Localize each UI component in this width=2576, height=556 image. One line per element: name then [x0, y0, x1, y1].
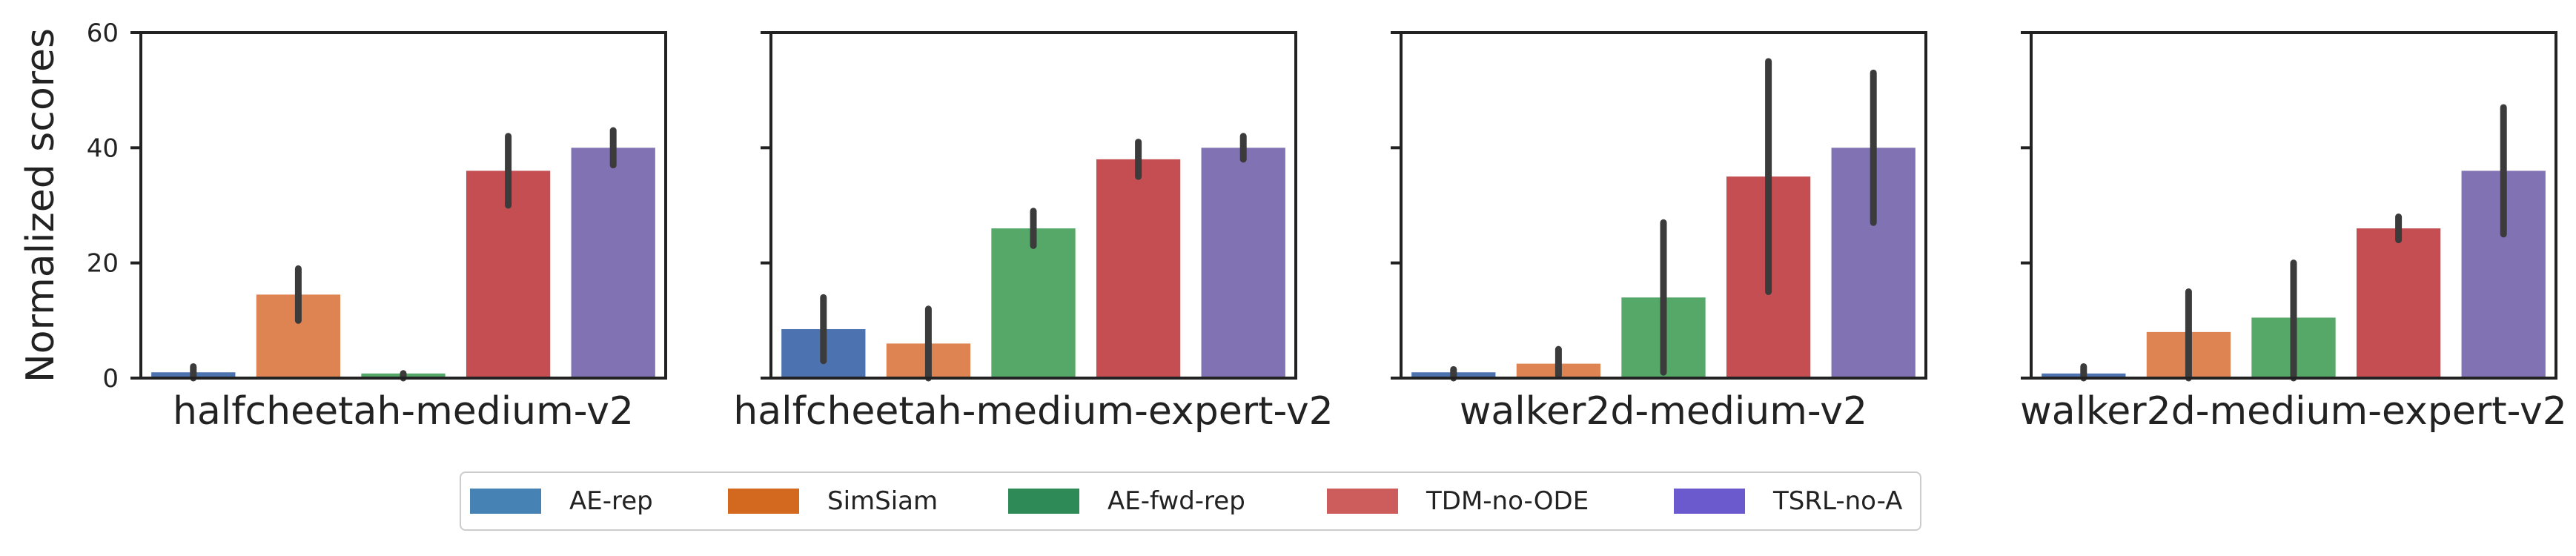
legend-label-tdm-no-ode: TDM-no-ODE: [1426, 486, 1589, 516]
bar-walker2d-medium-expert-v2-tdm-no-ode: [2356, 228, 2441, 378]
bar-halfcheetah-medium-expert-v2-ae-fwd-rep: [991, 228, 1076, 378]
axes-frame-halfcheetah-medium-v2: [139, 31, 667, 380]
panel-title-walker2d-medium-v2: walker2d-medium-v2: [1460, 389, 1867, 434]
legend-label-ae-rep: AE-rep: [569, 486, 653, 516]
bar-halfcheetah-medium-expert-v2-tdm-no-ode: [1096, 159, 1181, 378]
legend-label-tsrl-no-a: TSRL-no-A: [1773, 486, 1903, 516]
legend: AE-rep SimSiam AE-fwd-rep TDM-no-ODE TSR…: [460, 471, 1921, 531]
legend-label-ae-fwd-rep: AE-fwd-rep: [1107, 486, 1245, 516]
legend-swatch-simsiam: [728, 489, 799, 514]
legend-item-simsiam: SimSiam: [728, 473, 938, 529]
ytick-label-40: 40: [87, 133, 119, 163]
legend-swatch-tdm-no-ode: [1327, 489, 1398, 514]
axes-frame-walker2d-medium-v2: [1400, 31, 1927, 380]
bar-halfcheetah-medium-v2-tsrl-no-a: [571, 148, 655, 379]
ytick-label-0: 0: [102, 364, 119, 394]
panel-title-walker2d-medium-expert-v2: walker2d-medium-expert-v2: [2020, 389, 2567, 434]
panel-title-halfcheetah-medium-v2: halfcheetah-medium-v2: [173, 389, 634, 434]
legend-swatch-ae-rep: [470, 489, 541, 514]
legend-item-tsrl-no-a: TSRL-no-A: [1674, 473, 1902, 529]
axes-frame-halfcheetah-medium-expert-v2: [769, 31, 1297, 380]
legend-swatch-tsrl-no-a: [1674, 489, 1745, 514]
y-axis-label: Normalized scores: [19, 28, 63, 383]
bar-halfcheetah-medium-expert-v2-tsrl-no-a: [1201, 148, 1285, 379]
ytick-label-20: 20: [87, 249, 119, 279]
legend-item-ae-rep: AE-rep: [470, 473, 653, 529]
legend-item-ae-fwd-rep: AE-fwd-rep: [1008, 473, 1245, 529]
legend-item-tdm-no-ode: TDM-no-ODE: [1327, 473, 1589, 529]
panel-title-halfcheetah-medium-expert-v2: halfcheetah-medium-expert-v2: [733, 389, 1333, 434]
ytick-label-60: 60: [87, 19, 119, 48]
legend-label-simsiam: SimSiam: [827, 486, 938, 516]
legend-swatch-ae-fwd-rep: [1008, 489, 1079, 514]
axes-frame-walker2d-medium-expert-v2: [2030, 31, 2557, 380]
